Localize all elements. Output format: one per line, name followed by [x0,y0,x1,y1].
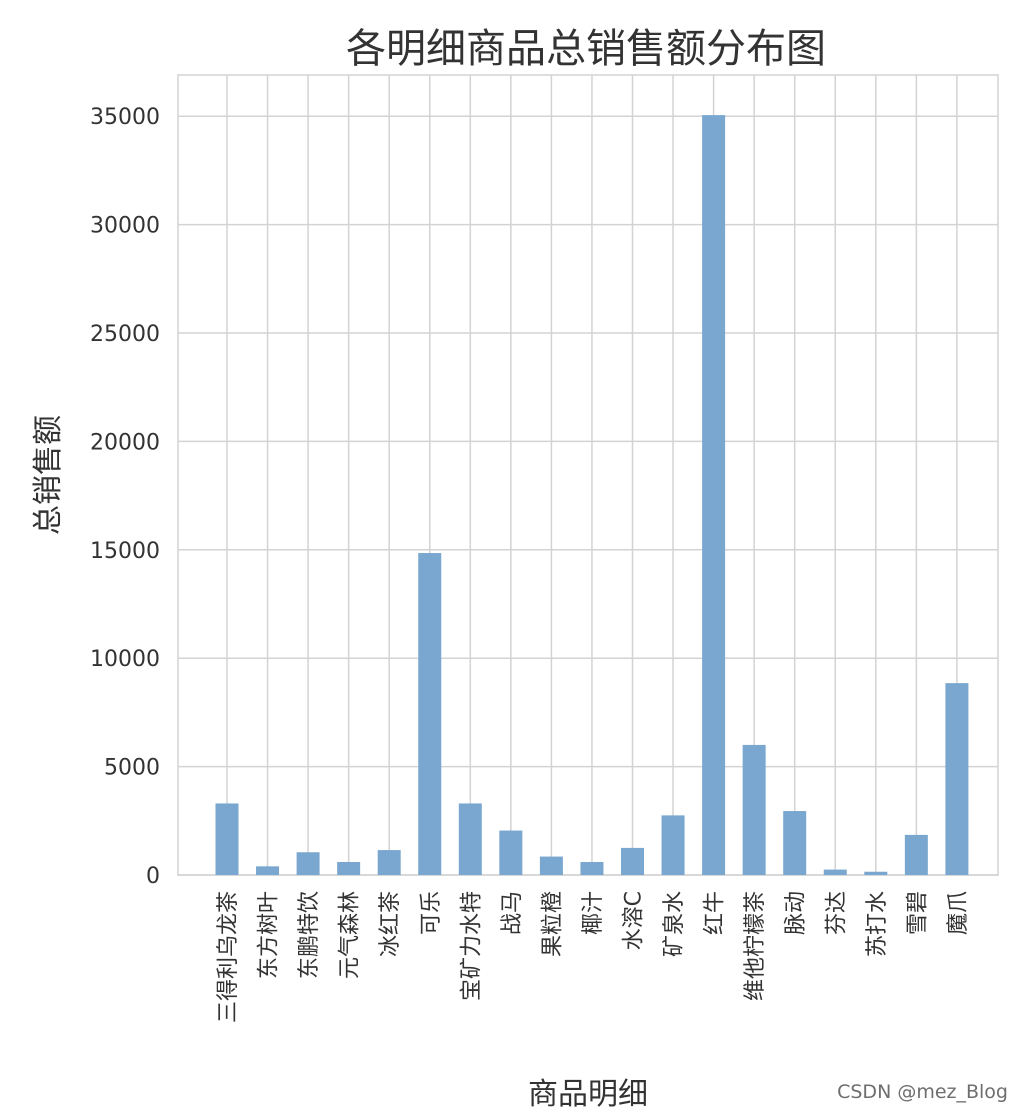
x-tick-label: 苏打水 [865,891,890,957]
bar [580,861,604,875]
x-ticks: 三得利乌龙茶 东方树叶 东鹏特饮 元气森林 冰红茶 可乐 宝矿力水特 战马 果粒橙 椰汁 水溶C 矿泉… [216,891,971,1023]
y-tick-label: 0 [146,864,160,889]
x-tick-label: 魔爪 [946,891,971,935]
x-tick-label: 椰汁 [581,891,606,935]
x-tick-label: 宝矿力水特 [459,891,484,1001]
plot-area [177,74,999,876]
bar [823,869,847,875]
y-tick-label: 5000 [104,756,160,781]
x-tick-label: 维他柠檬茶 [743,891,768,1001]
bar [458,803,482,875]
x-tick-label: 冰红茶 [378,891,403,957]
bar [904,834,928,875]
bar [539,856,563,875]
x-axis-label: 商品明细 [528,1077,648,1112]
bar [661,815,685,875]
y-tick-label: 30000 [90,214,160,239]
bars [215,115,969,875]
bar [864,871,888,875]
chart-title: 各明细商品总销售额分布图 [346,26,826,72]
x-tick-label: 水溶C [622,891,647,950]
bar [742,744,766,875]
x-tick-label: 红牛 [703,891,728,935]
bar [418,553,442,875]
bar [499,830,523,875]
bar [296,852,320,875]
x-tick-label: 元气森林 [338,891,363,979]
bar [702,115,726,875]
x-tick-label: 战马 [500,891,525,935]
x-tick-label: 东鹏特饮 [297,891,322,979]
y-tick-label: 10000 [90,647,160,672]
y-axis-label: 总销售额 [31,415,66,535]
x-tick-label: 雪碧 [905,891,930,935]
x-tick-label: 可乐 [419,891,444,935]
watermark: CSDN @mez_Blog [837,1081,1008,1103]
x-tick-label: 三得利乌龙茶 [216,891,241,1023]
x-tick-label: 脉动 [784,891,809,935]
y-tick-label: 20000 [90,430,160,455]
y-tick-label: 15000 [90,539,160,564]
bar [621,847,644,875]
x-tick-label: 东方树叶 [257,891,282,979]
y-ticks: 0 5000 10000 15000 20000 25000 30000 35000 [90,105,160,889]
y-tick-label: 35000 [90,105,160,130]
bar [256,866,280,875]
x-tick-label: 芬达 [824,891,849,935]
bar [783,811,807,875]
x-tick-label: 果粒橙 [540,891,565,957]
bar [377,850,401,875]
x-tick-label: 矿泉水 [662,891,687,957]
bar [337,861,361,875]
bar [215,803,239,875]
bar [945,683,969,875]
y-tick-label: 25000 [90,322,160,347]
